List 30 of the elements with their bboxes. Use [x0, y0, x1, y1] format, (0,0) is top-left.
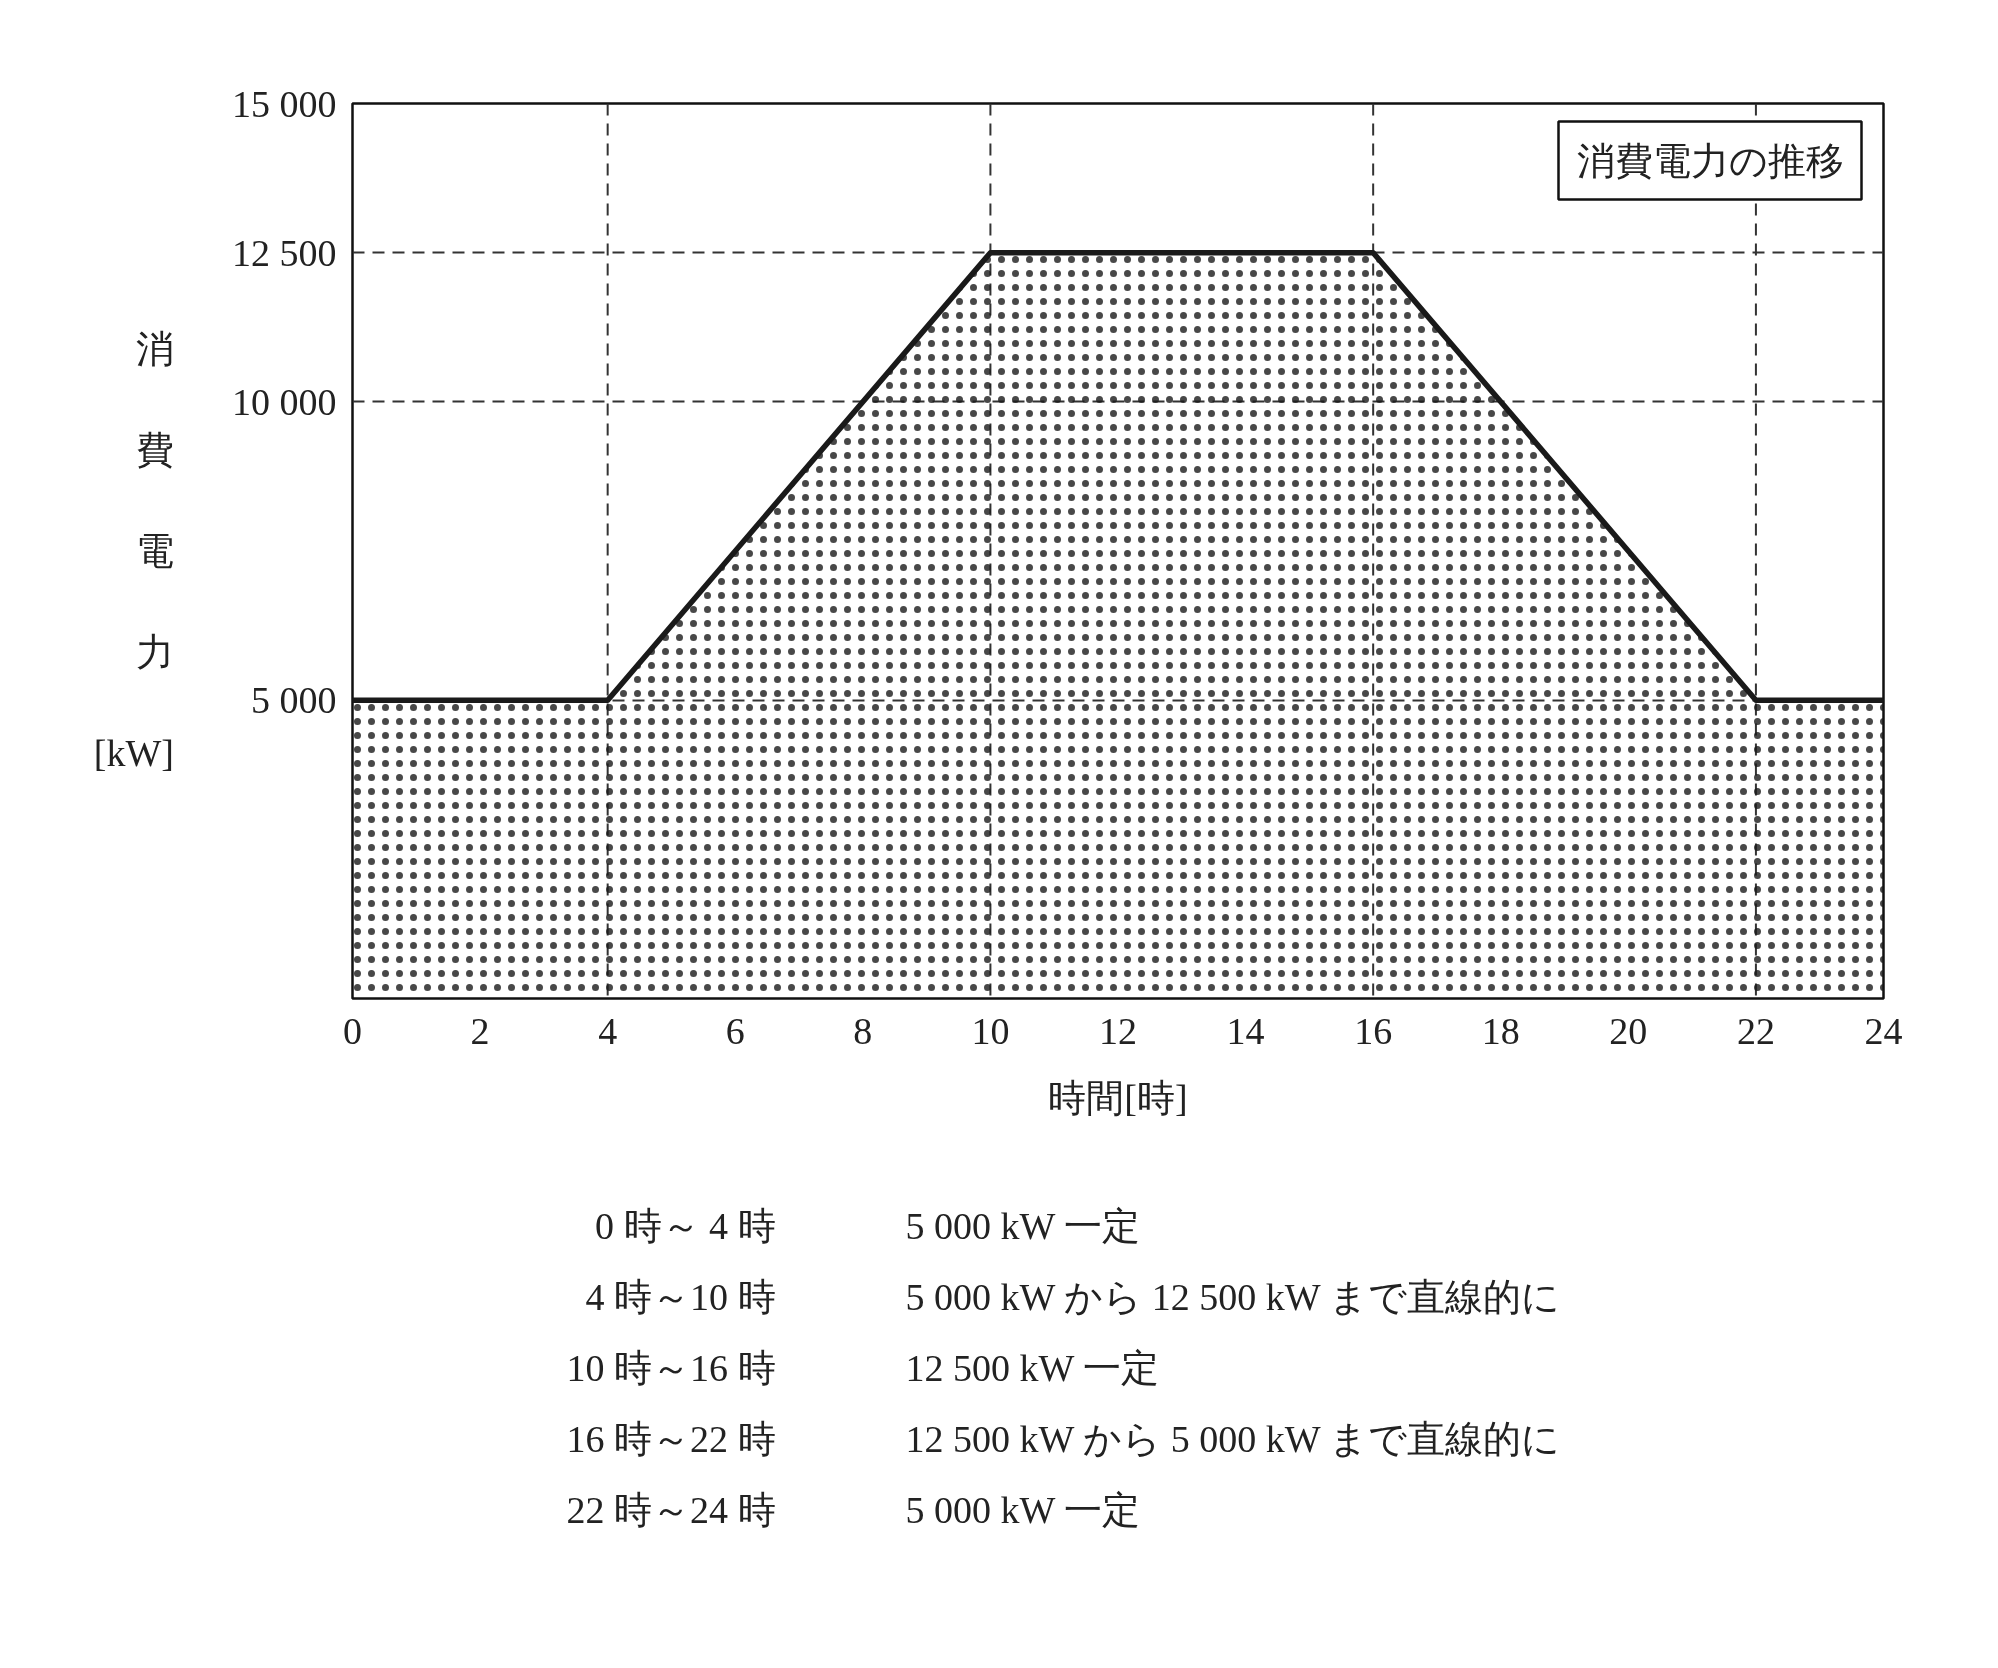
text: 5 000 kW から 12 500 kW まで直線的に — [905, 1275, 1561, 1318]
y-tick-label: 15 000 — [232, 82, 337, 125]
x-tick-label: 16 — [1354, 1009, 1393, 1052]
x-tick-label: 24 — [1864, 1009, 1903, 1052]
x-tick-label: 14 — [1226, 1009, 1265, 1052]
text: 消費電力[kW] — [93, 328, 175, 774]
y-tick-label: 12 500 — [232, 231, 337, 274]
text: 22 時～24 時 — [566, 1488, 776, 1531]
text: 12 500 kW 一定 — [905, 1346, 1160, 1389]
x-tick-label: 18 — [1481, 1009, 1520, 1052]
x-tick-label: 6 — [725, 1009, 745, 1052]
x-tick-label: 8 — [853, 1009, 873, 1052]
text: 4 時～10 時 — [585, 1275, 776, 1318]
x-axis-title: 時間[時] — [1048, 1076, 1188, 1119]
x-tick-label: 12 — [1099, 1009, 1137, 1052]
x-tick-label: 22 — [1736, 1009, 1775, 1052]
x-tick-label: 10 — [971, 1009, 1010, 1052]
text: 5 000 kW 一定 — [905, 1204, 1141, 1247]
x-tick-label: 2 — [470, 1009, 490, 1052]
text: 5 000 kW 一定 — [905, 1488, 1141, 1531]
y-tick-label: 5 000 — [251, 679, 337, 722]
text: 12 500 kW から 5 000 kW まで直線的に — [905, 1417, 1561, 1460]
text: 0 時～ 4 時 — [595, 1204, 776, 1247]
x-tick-label: 4 — [598, 1009, 618, 1052]
text: 10 時～16 時 — [566, 1346, 776, 1389]
y-tick-label: 10 000 — [232, 380, 337, 423]
x-tick-label: 20 — [1609, 1009, 1648, 1052]
text: 消費電力の推移 — [1576, 139, 1844, 182]
x-tick-label: 0 — [343, 1009, 362, 1052]
text: 16 時～22 時 — [566, 1417, 776, 1460]
